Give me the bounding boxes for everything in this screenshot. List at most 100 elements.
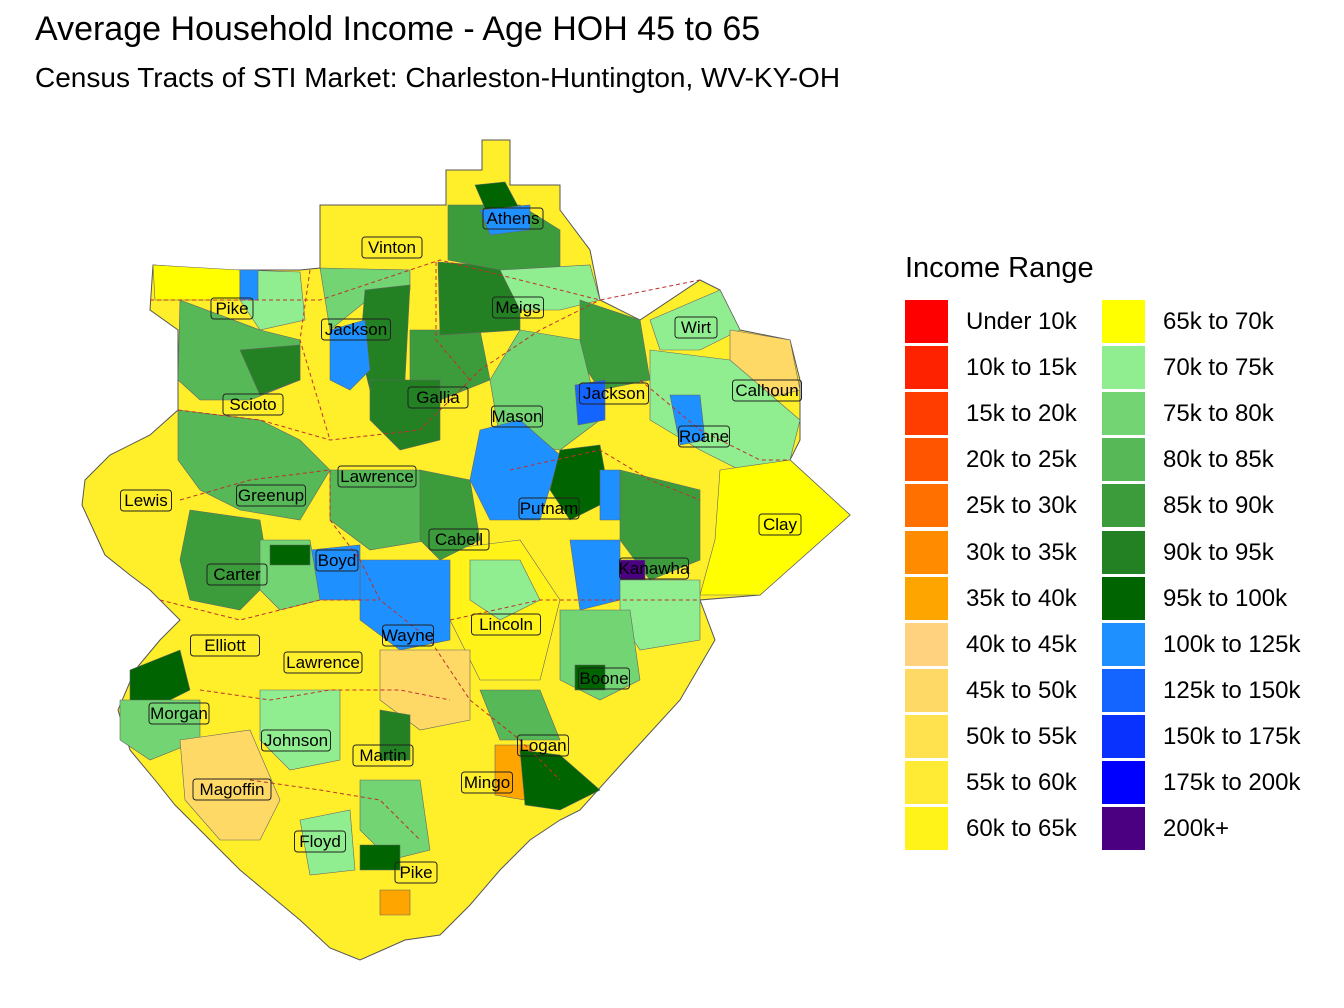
county-label: Clay — [758, 513, 802, 536]
county-name: Scioto — [229, 395, 276, 414]
legend-label: 50k to 55k — [966, 722, 1077, 750]
legend-item: 20k to 25k — [905, 438, 1105, 484]
legend-label: 60k to 65k — [966, 815, 1077, 843]
county-label-box — [428, 528, 490, 551]
county-name: Pike — [399, 863, 432, 882]
county-label: Wayne — [382, 624, 434, 647]
legend-item: Under 10k — [905, 300, 1105, 346]
legend-swatch — [905, 392, 948, 436]
county-label: Putnam — [518, 497, 580, 520]
county-label: Gallia — [407, 386, 469, 409]
county-name: Gallia — [416, 388, 460, 407]
legend-swatch — [905, 668, 948, 712]
legend-label: 55k to 60k — [966, 769, 1077, 796]
legend-item: 200k+ — [1102, 807, 1302, 853]
legend-item: 150k to 175k — [1102, 714, 1302, 761]
county-label-box — [337, 465, 417, 488]
county-name: Wayne — [382, 626, 434, 645]
county-label: Boone — [578, 667, 630, 690]
county-label-box — [678, 425, 730, 448]
county-label-box — [321, 318, 391, 341]
legend-swatch — [905, 714, 948, 758]
county-label-box — [579, 382, 649, 405]
county-label: Mingo — [461, 771, 513, 794]
county-label-box — [283, 651, 363, 674]
county-label-box — [382, 624, 434, 647]
county-name: Lawrence — [286, 653, 360, 672]
legend-label: 65k to 70k — [1163, 308, 1274, 335]
county-name: Lewis — [124, 491, 167, 510]
legend-label: 125k to 150k — [1163, 676, 1301, 704]
legend-item: 90k to 95k — [1102, 530, 1302, 577]
county-name: Floyd — [299, 832, 341, 851]
county-label-box — [732, 379, 802, 402]
legend-item: 30k to 35k — [905, 530, 1105, 577]
county-border-oh-west — [299, 269, 331, 441]
county-border-ohio — [150, 259, 701, 301]
county-label: Lawrence — [337, 465, 417, 488]
tract-region — [179, 729, 281, 841]
tract-region — [177, 409, 331, 521]
county-name: Carter — [213, 565, 261, 584]
county-border-ky-north — [179, 469, 331, 520]
legend-swatch — [905, 530, 948, 574]
legend-swatch — [905, 576, 948, 620]
county-label-box — [461, 771, 513, 794]
county-label: Calhoun — [732, 379, 802, 402]
tract-region — [574, 379, 606, 426]
tract-region — [369, 379, 441, 451]
tract-region — [379, 649, 471, 731]
tract-region — [379, 709, 411, 761]
legend-item: 50k to 55k — [905, 714, 1105, 761]
county-border-ky-south — [199, 689, 451, 701]
legend-label: 90k to 95k — [1163, 538, 1274, 566]
county-border-ky-wv — [329, 519, 561, 781]
tract-region — [479, 689, 561, 741]
county-name: Athens — [487, 209, 540, 228]
county-label: Wirt — [674, 316, 718, 339]
choropleth-map: Athens Vinton Meigs Pike Jackson Wirt Gallia Ja… — [81, 139, 851, 961]
legend-label: 40k to 45k — [966, 630, 1077, 658]
legend-label: 45k to 50k — [966, 676, 1077, 704]
legend-label: 70k to 75k — [1163, 354, 1274, 382]
legend-label: 15k to 20k — [966, 400, 1077, 428]
county-label: Martin — [352, 744, 414, 767]
county-label-box — [674, 316, 718, 339]
county-border-ohio-river — [177, 299, 601, 441]
legend-item: 100k to 125k — [1102, 622, 1302, 669]
legend-swatch — [1102, 761, 1145, 804]
legend-label: 150k to 175k — [1163, 722, 1301, 750]
county-label-box — [394, 861, 438, 884]
county-label: Pike — [210, 297, 254, 320]
county-label-box — [361, 236, 423, 259]
map-subtitle: Census Tracts of STI Market: Charleston-… — [35, 62, 841, 93]
legend-label: 95k to 100k — [1163, 584, 1288, 612]
county-name: Boone — [579, 669, 628, 688]
county-label-box — [206, 563, 268, 586]
county-label: Jackson — [579, 382, 649, 405]
county-label-box — [518, 497, 580, 520]
legend-swatch — [1102, 807, 1145, 851]
legend-label: Under 10k — [966, 308, 1077, 335]
legend-swatch — [905, 300, 948, 343]
county-label-box — [236, 484, 306, 507]
legend-item: 95k to 100k — [1102, 576, 1302, 623]
legend-swatch — [1102, 300, 1145, 343]
tract-region — [479, 204, 531, 236]
county-label: Pike — [394, 861, 438, 884]
legend-label: 175k to 200k — [1163, 769, 1301, 796]
county-label-box — [315, 549, 359, 572]
legend-swatch — [1102, 392, 1145, 436]
legend-swatch — [1102, 576, 1145, 620]
county-name: Kanawha — [619, 559, 690, 578]
county-label: Greenup — [236, 484, 306, 507]
county-label-box — [190, 634, 260, 657]
county-name: Vinton — [368, 238, 416, 257]
county-name: Lincoln — [479, 615, 533, 634]
county-name: Pike — [215, 299, 248, 318]
legend-label: 200k+ — [1163, 815, 1230, 843]
legend-item: 80k to 85k — [1102, 438, 1302, 484]
county-label: Mason — [491, 405, 543, 428]
map-title: Average Household Income - Age HOH 45 to… — [35, 10, 761, 48]
legend-swatch — [1102, 714, 1145, 758]
